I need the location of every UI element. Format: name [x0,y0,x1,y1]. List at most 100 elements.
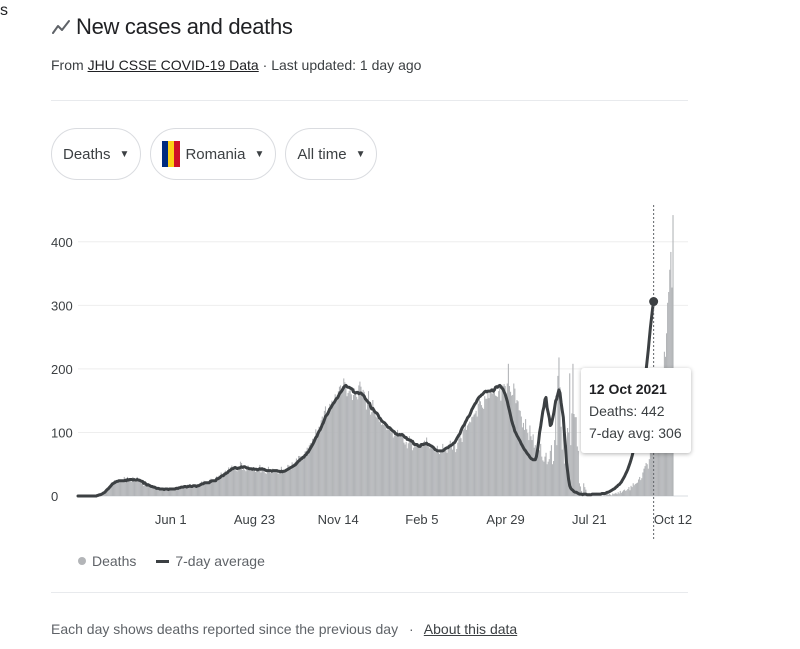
deaths-bar [209,478,211,496]
deaths-bar [544,456,546,496]
deaths-bar [437,452,440,496]
deaths-bar [193,486,195,496]
deaths-bar [549,450,551,496]
deaths-bar [504,386,506,496]
deaths-bar [306,447,308,496]
deaths-bar [377,414,379,496]
about-data-link[interactable]: About this data [423,621,518,637]
deaths-bar [643,468,645,496]
deaths-bar [372,400,374,496]
deaths-bar [140,483,143,496]
metric-select-chip[interactable]: Deaths ▼ [51,128,142,180]
deaths-bar [413,447,415,496]
deaths-bar [498,391,500,496]
deaths-bar [654,441,656,496]
deaths-bar [153,488,155,496]
deaths-bar [527,433,529,496]
deaths-bar [494,395,497,496]
deaths-bar [260,472,262,496]
deaths-chart[interactable]: 0 100 200 300 400 Jun 1 Aug 23 Nov 14 Feb 5 Apr … [0,195,720,550]
deaths-bar [258,468,260,496]
deaths-bar [635,483,637,496]
deaths-bar [513,383,515,496]
deaths-bar [116,481,118,496]
chart-legend: Deaths 7-day average [78,553,265,569]
deaths-bar [553,461,555,496]
deaths-bar [350,394,352,496]
deaths-bar [384,421,386,496]
deaths-bar [532,434,534,496]
deaths-bar [292,464,294,496]
deaths-bar [108,485,110,496]
time-range-chip[interactable]: All time ▼ [285,128,378,180]
deaths-bar [505,397,507,496]
deaths-bar [607,494,610,496]
deaths-bar [216,476,218,496]
deaths-bar [444,448,446,496]
deaths-bar [540,443,542,496]
deaths-bar [631,487,633,496]
deaths-bar [276,471,278,496]
deaths-bar [622,490,625,496]
deaths-bar [482,407,484,496]
deaths-bar [412,450,414,496]
source-link[interactable]: JHU CSSE COVID-19 Data [87,57,259,73]
deaths-bar [259,464,261,496]
deaths-bar [479,401,481,496]
country-select-chip[interactable]: Romania ▼ [150,128,277,180]
deaths-bar [254,471,257,496]
deaths-bar [175,487,177,496]
deaths-bar [393,435,395,496]
deaths-bar [484,396,486,496]
deaths-bar [500,400,502,496]
deaths-bar [420,446,422,496]
deaths-bar [343,378,345,496]
deaths-bar [246,468,248,496]
deaths-bar [134,482,136,496]
deaths-bar [648,459,650,496]
deaths-bar [316,434,318,496]
deaths-bar [518,410,520,496]
deaths-bar [574,417,576,496]
deaths-bar [659,410,661,496]
y-tick-label: 0 [51,489,58,504]
deaths-bar [162,490,164,496]
deaths-bar [632,483,634,496]
time-range-label: All time [297,145,347,163]
deaths-bar [360,386,362,496]
deaths-bar [346,396,348,496]
deaths-bar [160,489,162,496]
deaths-bar [206,482,208,496]
deaths-bar [534,445,536,496]
deaths-bar [400,434,402,496]
deaths-bar [163,490,165,496]
deaths-bar [120,480,122,496]
deaths-bar [281,473,283,496]
deaths-bar [423,440,426,496]
deaths-bar [571,413,573,496]
deaths-bar [647,468,649,496]
deaths-bar [289,468,291,496]
deaths-bar [214,480,216,496]
deaths-bar [442,443,444,496]
deaths-bar [251,469,253,496]
deaths-bar [536,445,538,496]
deaths-bar [264,473,266,496]
deaths-bar [331,400,333,496]
deaths-bar [487,389,489,496]
deaths-bar [491,393,493,496]
deaths-bar [232,467,234,496]
deaths-bar [337,391,339,496]
deaths-bar [466,425,469,496]
deaths-bar [429,448,431,496]
deaths-bar [298,455,300,496]
trending-line-icon [52,20,70,34]
deaths-bar [186,487,188,496]
deaths-bar [641,478,643,496]
deaths-bar [509,391,512,496]
deaths-bar [304,451,306,496]
deaths-bar [313,438,315,496]
deaths-bar [376,417,378,496]
deaths-bar [526,429,528,496]
deaths-bar [416,443,418,496]
